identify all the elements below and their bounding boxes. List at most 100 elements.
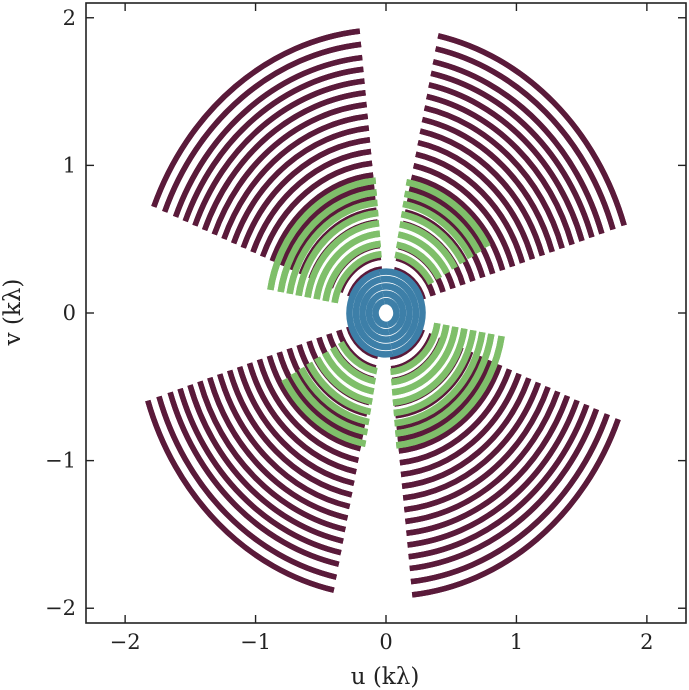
series-1-arc-r0-a2-0 bbox=[337, 340, 378, 375]
series-1-arc-r3-a2-0 bbox=[314, 356, 373, 405]
series-2-arc-r2-a2-0 bbox=[389, 320, 412, 343]
y-tick-label-1: −1 bbox=[45, 449, 76, 473]
series-0-arc-r11-a3-0 bbox=[401, 377, 532, 489]
series-0-arc-r16-a3-1 bbox=[192, 78, 365, 227]
series-0-arc-r10-a3-1 bbox=[250, 148, 372, 254]
series-0-arc-r17-a3-1 bbox=[182, 66, 364, 223]
series-0-arc-r12-a3-1 bbox=[231, 125, 370, 245]
series-0-arc-r20-a3-1 bbox=[151, 28, 361, 208]
y-tick-label-4: 2 bbox=[63, 6, 76, 30]
series-2-arc-r1-a2-1 bbox=[366, 290, 384, 308]
series-1-arc-r1-a3-1 bbox=[322, 240, 382, 302]
series-0-arc-r11-a2-0 bbox=[236, 366, 355, 487]
series-0-arc-r18-a3-0 bbox=[409, 408, 600, 572]
series-1-arc-r1-a2-0 bbox=[330, 346, 377, 385]
series-2-arc-r2-a2-1 bbox=[360, 283, 383, 306]
series-1 bbox=[267, 177, 505, 449]
series-1-arc-r6-a3-0 bbox=[394, 333, 495, 437]
series-0-arc-r19-a2-0 bbox=[156, 395, 338, 580]
series-0-arc-r18-a2-1 bbox=[432, 59, 605, 235]
series-1-arc-r5-a3-0 bbox=[394, 331, 486, 427]
series-2-arc-r0-a2-1 bbox=[373, 298, 386, 311]
series-0-arc-r9-a3-1 bbox=[260, 160, 373, 258]
series-0-arc-r9-a2-0 bbox=[256, 358, 359, 463]
series-1-arc-r7-a2-1 bbox=[405, 178, 491, 249]
axis-ticks: −2 −1 0 1 2 −2 −1 0 1 2 bbox=[45, 3, 686, 654]
series-0-arc-r15-a2-1 bbox=[426, 93, 575, 246]
y-tick-label-2: 0 bbox=[63, 301, 76, 325]
series-0-arc-r13-a2-0 bbox=[217, 373, 351, 510]
series-0-arc-r20-a2-0 bbox=[145, 399, 335, 593]
series-1-arc-r3-a2-1 bbox=[399, 221, 458, 270]
series-0-arc-r19-a3-1 bbox=[162, 41, 362, 213]
y-tick-label-3: 1 bbox=[63, 153, 76, 177]
series-0-arc-r6-a3-0 bbox=[396, 355, 483, 431]
series-2-arc-r4-a2-1 bbox=[348, 269, 381, 300]
series-1-arc-r2-a2-0 bbox=[322, 351, 375, 395]
series-0-arc-r17-a3-0 bbox=[408, 403, 590, 560]
series-1-arc-r3-a3-1 bbox=[304, 220, 380, 298]
series-1-arc-r4-a3-0 bbox=[393, 329, 477, 417]
series-0-arc-r17-a2-0 bbox=[177, 387, 342, 556]
series-1-arc-r6-a2-1 bbox=[403, 190, 482, 254]
series-1-arc-r4-a2-1 bbox=[400, 210, 466, 265]
series-1-arc-r3-a3-0 bbox=[392, 328, 468, 406]
series-0-arc-r8-a2-0 bbox=[266, 355, 362, 452]
series-0-arc-r12-a2-0 bbox=[227, 369, 353, 498]
series-0-arc-r11-a3-1 bbox=[240, 137, 371, 249]
series-0-arc-r12-a3-0 bbox=[402, 381, 541, 501]
series-1-arc-r2-a3-0 bbox=[391, 326, 459, 396]
series-0-arc-r15-a3-0 bbox=[406, 395, 570, 536]
x-tick-label-4: 2 bbox=[640, 630, 653, 654]
series-1-arc-r0-a2-1 bbox=[394, 251, 435, 286]
series-0-arc-r15-a3-1 bbox=[202, 90, 366, 231]
series-0-arc-r7-a3-1 bbox=[279, 184, 375, 267]
y-tick-label-0: −2 bbox=[45, 596, 76, 620]
series-0-arc-r16-a2-1 bbox=[428, 82, 585, 242]
series-1-arc-r4-a2-0 bbox=[306, 361, 372, 416]
series-0-arc-r20-a2-1 bbox=[437, 33, 627, 227]
series-0-arc-r10-a3-0 bbox=[400, 372, 522, 478]
series-0-arc-r19-a3-0 bbox=[410, 413, 610, 585]
series-2 bbox=[346, 268, 426, 358]
series-0-arc-r14-a2-1 bbox=[423, 105, 565, 249]
series-0-arc-r16-a2-0 bbox=[187, 384, 344, 544]
x-tick-label-1: −1 bbox=[240, 630, 271, 654]
series-1-arc-r6-a2-0 bbox=[290, 372, 369, 436]
series-0-arc-r6-a3-1 bbox=[289, 195, 376, 271]
series-1-arc-r5-a3-1 bbox=[286, 199, 378, 295]
series-0-arc-r18-a3-1 bbox=[172, 54, 363, 218]
series-0-arc-r7-a3-0 bbox=[397, 359, 493, 442]
series-0-arc-r18-a2-0 bbox=[167, 391, 340, 567]
x-axis-label: u (kλ) bbox=[351, 664, 420, 690]
series-1-arc-r6-a3-1 bbox=[277, 189, 378, 293]
series-1-arc-r0-a3-1 bbox=[331, 250, 382, 304]
series-1-arc-r0-a3-0 bbox=[390, 322, 441, 376]
series-0-arc-r13-a3-1 bbox=[221, 113, 369, 240]
series-1-arc-r5-a2-0 bbox=[298, 366, 370, 426]
series-1-arc-r1-a3-0 bbox=[390, 324, 450, 386]
series-0-arc-r14-a3-0 bbox=[405, 390, 561, 525]
series-0-arc-r7-a2-1 bbox=[408, 186, 496, 275]
series-0-arc-r17-a2-1 bbox=[430, 70, 595, 239]
series-0-arc-r13-a2-1 bbox=[421, 116, 555, 253]
series-0-arc-r11-a2-1 bbox=[417, 139, 536, 260]
y-axis-label: v (kλ) bbox=[0, 279, 26, 347]
series-0-arc-r14-a3-1 bbox=[211, 101, 367, 236]
series-1-arc-r7-a3-1 bbox=[267, 177, 377, 291]
series-1-arc-r7-a3-0 bbox=[395, 335, 505, 449]
series-0-arc-r6-a2-1 bbox=[406, 197, 486, 279]
series-1-arc-r5-a2-1 bbox=[402, 200, 474, 260]
series-0-arc-r13-a3-0 bbox=[403, 386, 551, 513]
series-0-arc-r16-a3-0 bbox=[407, 399, 580, 548]
series-0-arc-r10-a2-1 bbox=[415, 151, 526, 264]
series-2-arc-r1-a2-0 bbox=[388, 318, 406, 336]
series-0-arc-r6-a2-0 bbox=[286, 347, 366, 429]
series-0-arc-r14-a2-0 bbox=[207, 377, 349, 521]
series-0-arc-r12-a2-1 bbox=[419, 128, 545, 257]
x-tick-label-0: −2 bbox=[110, 630, 141, 654]
x-tick-label-2: 0 bbox=[379, 630, 392, 654]
series-1-arc-r2-a2-1 bbox=[397, 231, 450, 275]
series-1-arc-r1-a2-1 bbox=[395, 241, 442, 280]
series-2-arc-r3-a2-0 bbox=[390, 323, 418, 350]
